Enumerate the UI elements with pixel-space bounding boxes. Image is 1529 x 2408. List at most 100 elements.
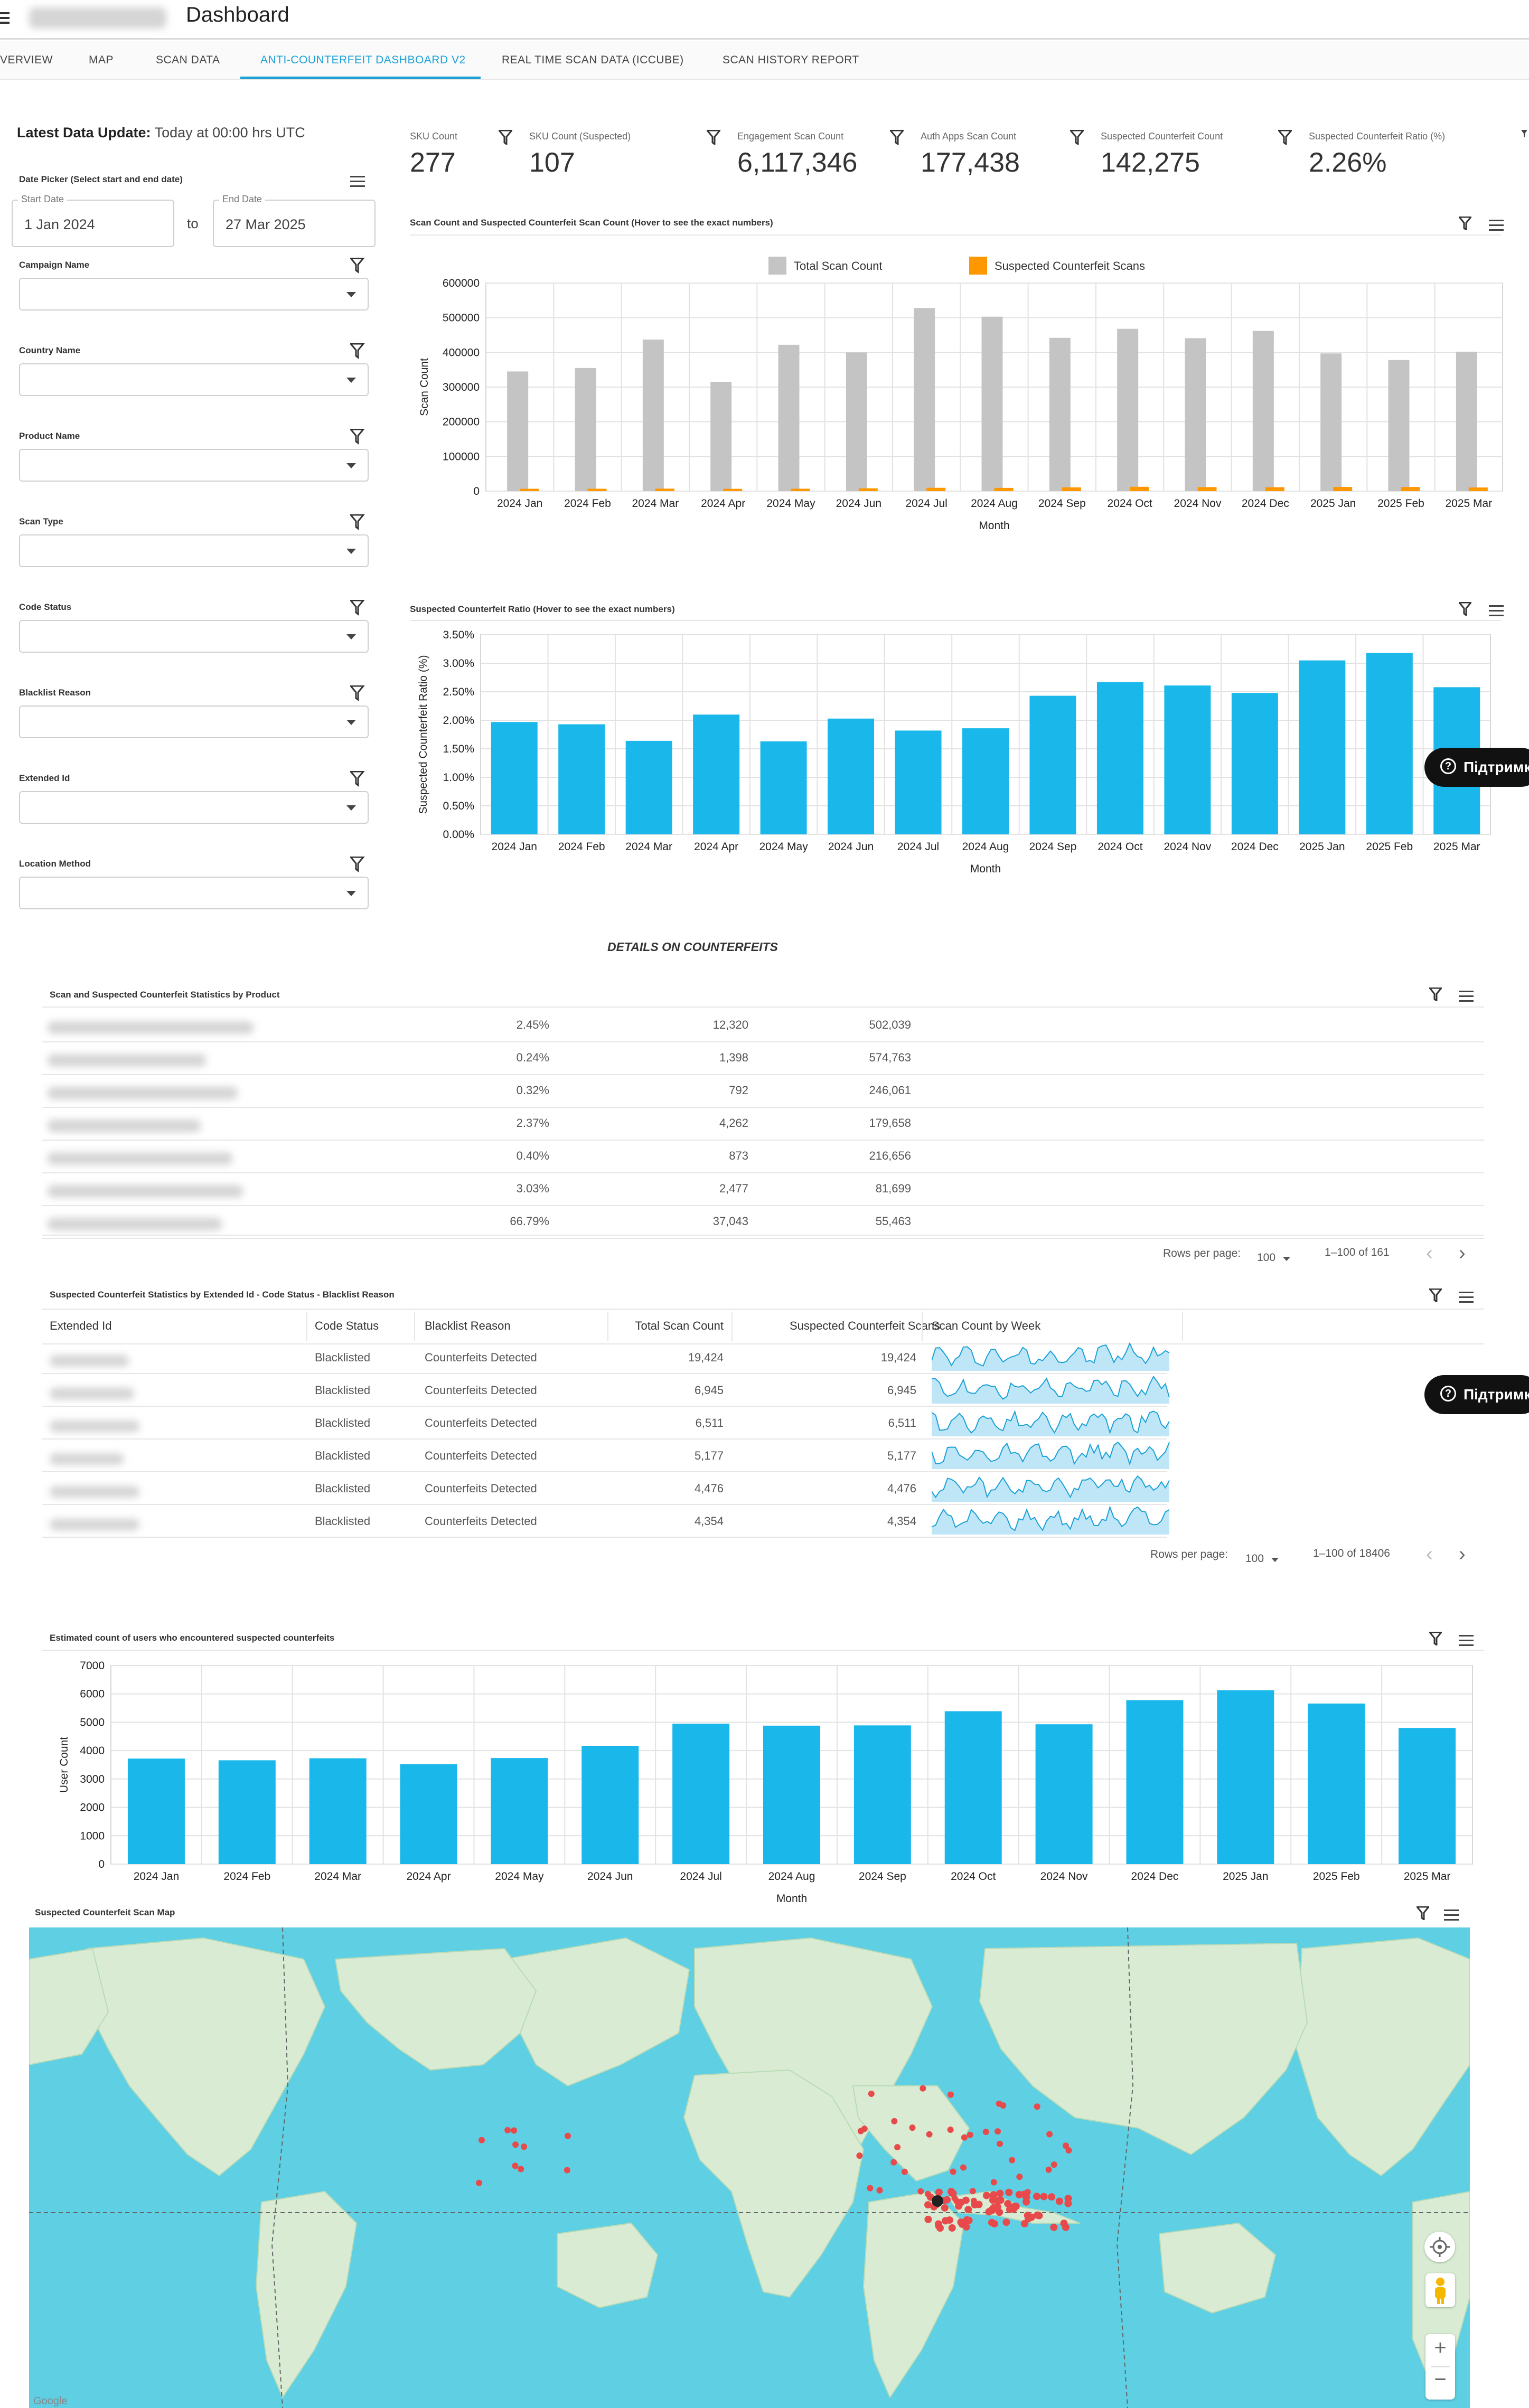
bar[interactable]	[491, 1758, 548, 1864]
end-date-field[interactable]: End Date 27 Mar 2025	[213, 194, 376, 247]
scan-marker[interactable]	[564, 2167, 570, 2174]
filter-select[interactable]	[19, 534, 369, 567]
tab-map[interactable]: MAP	[89, 54, 114, 66]
bar[interactable]	[672, 1724, 730, 1864]
scan-marker[interactable]	[948, 2224, 956, 2232]
ratio-chart-filter-icon[interactable]	[1459, 602, 1471, 616]
scan-marker[interactable]	[997, 2140, 1003, 2147]
extended-id-table-menu-icon[interactable]	[1459, 1292, 1474, 1303]
scan-marker[interactable]	[857, 2128, 864, 2134]
scan-marker[interactable]	[1040, 2193, 1048, 2200]
filter-select[interactable]	[19, 706, 369, 738]
bar[interactable]	[1185, 338, 1206, 491]
filter-icon[interactable]	[350, 258, 366, 274]
filter-icon[interactable]	[350, 514, 366, 530]
bar[interactable]	[520, 488, 539, 491]
kpi-filter-icon[interactable]	[499, 130, 512, 145]
previous-page-button[interactable]: ‹	[1426, 1242, 1433, 1264]
scan-marker[interactable]	[993, 2203, 1001, 2211]
scan-marker[interactable]	[982, 2191, 990, 2199]
scan-marker[interactable]	[1000, 2102, 1007, 2109]
scan-marker[interactable]	[1064, 2199, 1072, 2207]
scan-marker[interactable]	[992, 2196, 1000, 2204]
bar[interactable]	[575, 368, 596, 491]
filter-icon[interactable]	[350, 771, 366, 787]
kpi-filter-icon[interactable]	[890, 130, 904, 145]
scan-marker[interactable]	[970, 2197, 977, 2204]
scan-marker[interactable]	[1023, 2198, 1030, 2206]
column-header[interactable]: Extended Id	[50, 1319, 112, 1332]
bar[interactable]	[1049, 337, 1071, 491]
scan-marker[interactable]	[961, 2134, 968, 2141]
kpi-filter-icon[interactable]	[707, 130, 720, 145]
scan-marker[interactable]	[856, 2152, 863, 2159]
user-count-chart-menu-icon[interactable]	[1459, 1635, 1474, 1647]
bar[interactable]	[309, 1758, 367, 1864]
bar[interactable]	[791, 488, 810, 491]
start-date-field[interactable]: Start Date 1 Jan 2024	[12, 194, 174, 247]
filter-select[interactable]	[19, 791, 369, 824]
bar[interactable]	[558, 724, 605, 834]
bar[interactable]	[710, 382, 732, 491]
bar[interactable]	[642, 340, 664, 491]
bar[interactable]	[1130, 486, 1149, 491]
bar[interactable]	[127, 1758, 185, 1864]
bar[interactable]	[853, 1725, 911, 1864]
filter-select[interactable]	[19, 278, 369, 311]
scan-marker[interactable]	[518, 2166, 524, 2172]
scan-marker[interactable]	[1060, 2219, 1068, 2227]
scan-marker[interactable]	[924, 2190, 931, 2197]
bar[interactable]	[1468, 487, 1488, 491]
bar[interactable]	[1320, 353, 1342, 491]
scan-marker[interactable]	[1063, 2142, 1069, 2149]
scan-marker[interactable]	[1050, 2161, 1057, 2168]
scan-marker[interactable]	[920, 2085, 926, 2092]
product-table-filter-icon[interactable]	[1429, 987, 1442, 1001]
menu-icon[interactable]	[0, 10, 10, 25]
scan-marker[interactable]	[1004, 2200, 1012, 2208]
bar[interactable]	[1035, 1724, 1093, 1864]
bar[interactable]	[1308, 1703, 1365, 1864]
bar[interactable]	[1388, 360, 1410, 491]
support-button[interactable]: ? Підтримка	[1424, 748, 1529, 787]
previous-page-button[interactable]: ‹	[1426, 1543, 1433, 1565]
bar[interactable]	[1399, 1728, 1456, 1864]
scan-marker[interactable]	[1056, 2197, 1063, 2205]
filter-icon[interactable]	[350, 600, 366, 616]
scan-marker[interactable]	[867, 2185, 874, 2191]
bar[interactable]	[846, 352, 867, 491]
scan-marker[interactable]	[1024, 2189, 1031, 2196]
scan-marker[interactable]	[565, 2132, 571, 2139]
scan-count-chart-filter-icon[interactable]	[1459, 217, 1471, 230]
scan-marker[interactable]	[894, 2144, 901, 2151]
next-page-button[interactable]: ›	[1459, 1543, 1466, 1565]
bar[interactable]	[944, 1711, 1002, 1864]
bar[interactable]	[778, 344, 800, 491]
map-filter-icon[interactable]	[1417, 1906, 1429, 1920]
scan-marker[interactable]	[512, 2141, 519, 2148]
scan-marker[interactable]	[982, 2129, 989, 2135]
bar[interactable]	[981, 316, 1003, 491]
bar[interactable]	[1456, 352, 1477, 491]
bar[interactable]	[581, 1746, 639, 1864]
scan-marker[interactable]	[1048, 2193, 1056, 2201]
scan-marker[interactable]	[1020, 2219, 1028, 2227]
zoom-out-button[interactable]: −	[1434, 2368, 1447, 2391]
column-header[interactable]: Code Status	[315, 1319, 379, 1332]
scan-marker[interactable]	[476, 2179, 483, 2186]
scan-marker[interactable]	[990, 2220, 998, 2228]
suspected-counterfeit-scan-map[interactable]: + − Google	[29, 1927, 1470, 2408]
column-header[interactable]: Total Scan Count	[635, 1319, 724, 1332]
bar[interactable]	[1401, 487, 1420, 491]
next-page-button[interactable]: ›	[1459, 1242, 1466, 1264]
scan-marker[interactable]	[947, 2091, 954, 2098]
scan-marker[interactable]	[1034, 2103, 1040, 2110]
bar[interactable]	[655, 488, 674, 491]
filter-select[interactable]	[19, 877, 369, 909]
scan-marker[interactable]	[950, 2168, 956, 2175]
bar[interactable]	[693, 714, 740, 834]
scan-marker[interactable]	[901, 2168, 908, 2175]
bar[interactable]	[625, 740, 672, 834]
tab-overview[interactable]: VERVIEW	[0, 54, 53, 66]
scan-marker[interactable]	[941, 2204, 949, 2212]
